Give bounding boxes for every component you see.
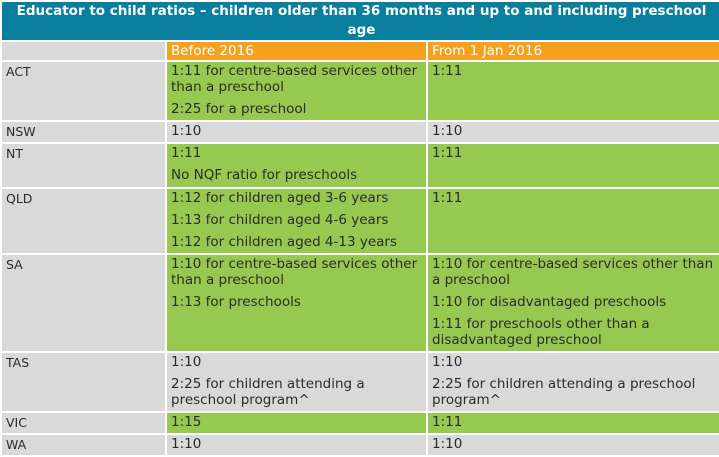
ratio-line: 1:11 (432, 190, 463, 206)
state-label: SA (2, 255, 165, 351)
ratio-line: 1:10 (171, 354, 202, 370)
table-row-nt: NT 1:11 No NQF ratio for preschools 1:11 (2, 144, 719, 187)
ratio-line: 1:10 (171, 123, 202, 139)
before-ratio-cell: 1:10 (167, 435, 426, 455)
ratio-line: 1:12 for children aged 3-6 years (171, 190, 389, 206)
ratio-line: 1:13 for children aged 4-6 years (171, 212, 389, 228)
state-label: ACT (2, 62, 165, 120)
from-ratio-cell: 1:11 (428, 144, 719, 187)
from-ratio-cell: 1:11 (428, 413, 719, 433)
before-ratio-cell: 1:11 No NQF ratio for preschools (167, 144, 426, 187)
ratio-line: 1:10 (432, 436, 463, 452)
before-ratio-cell: 1:12 for children aged 3-6 years 1:13 fo… (167, 189, 426, 253)
from-ratio-cell: 1:10 2:25 for children attending a presc… (428, 353, 719, 411)
ratio-line: 1:10 (171, 436, 202, 452)
table-title: Educator to child ratios – children olde… (2, 2, 719, 40)
from-ratio-cell: 1:10 (428, 122, 719, 142)
before-ratio-cell: 1:15 (167, 413, 426, 433)
state-label: NSW (2, 122, 165, 142)
before-ratio-cell: 1:10 (167, 122, 426, 142)
state-label: VIC (2, 413, 165, 433)
state-column-header (2, 42, 165, 60)
ratio-line: 1:11 for centre-based services other tha… (171, 63, 418, 95)
ratio-line: 1:10 for centre-based services other tha… (432, 256, 714, 288)
table-row-sa: SA 1:10 for centre-based services other … (2, 255, 719, 351)
before-ratio-cell: 1:10 for centre-based services other tha… (167, 255, 426, 351)
from-ratio-cell: 1:11 (428, 189, 719, 253)
ratio-line: 1:10 (432, 354, 463, 370)
ratio-line: 2:25 for children attending a preschool … (432, 376, 696, 408)
ratio-line: 1:11 (432, 414, 463, 430)
state-label: WA (2, 435, 165, 455)
ratio-line: 1:10 for centre-based services other tha… (171, 256, 418, 288)
state-label: QLD (2, 189, 165, 253)
ratio-line: 1:10 (432, 123, 463, 139)
state-label: NT (2, 144, 165, 187)
ratio-line: 1:10 for disadvantaged preschools (432, 294, 667, 310)
table-row-act: ACT 1:11 for centre-based services other… (2, 62, 719, 120)
from-ratio-cell: 1:10 for centre-based services other tha… (428, 255, 719, 351)
table-row-vic: VIC 1:15 1:11 (2, 413, 719, 433)
ratio-line: 1:11 (432, 63, 463, 79)
table-row-qld: QLD 1:12 for children aged 3-6 years 1:1… (2, 189, 719, 253)
ratio-line: 1:11 (432, 145, 463, 161)
ratio-line: 1:12 for children aged 4-13 years (171, 234, 398, 250)
state-label: TAS (2, 353, 165, 411)
ratio-line: 1:11 (171, 145, 202, 161)
from-ratio-cell: 1:10 (428, 435, 719, 455)
ratio-line: 2:25 for children attending a preschool … (171, 376, 365, 408)
before-ratio-cell: 1:11 for centre-based services other tha… (167, 62, 426, 120)
table-row-nsw: NSW 1:10 1:10 (2, 122, 719, 142)
table-row-tas: TAS 1:10 2:25 for children attending a p… (2, 353, 719, 411)
before-ratio-cell: 1:10 2:25 for children attending a presc… (167, 353, 426, 411)
before-2016-column-header: Before 2016 (167, 42, 426, 60)
ratio-line: No NQF ratio for preschools (171, 167, 358, 183)
ratio-line: 1:13 for preschools (171, 294, 301, 310)
ratio-line: 1:15 (171, 414, 202, 430)
ratio-line: 2:25 for a preschool (171, 101, 307, 117)
from-2016-column-header: From 1 Jan 2016 (428, 42, 719, 60)
ratio-line: 1:11 for preschools other than a disadva… (432, 316, 650, 348)
table-row-wa: WA 1:10 1:10 (2, 435, 719, 455)
from-ratio-cell: 1:11 (428, 62, 719, 120)
